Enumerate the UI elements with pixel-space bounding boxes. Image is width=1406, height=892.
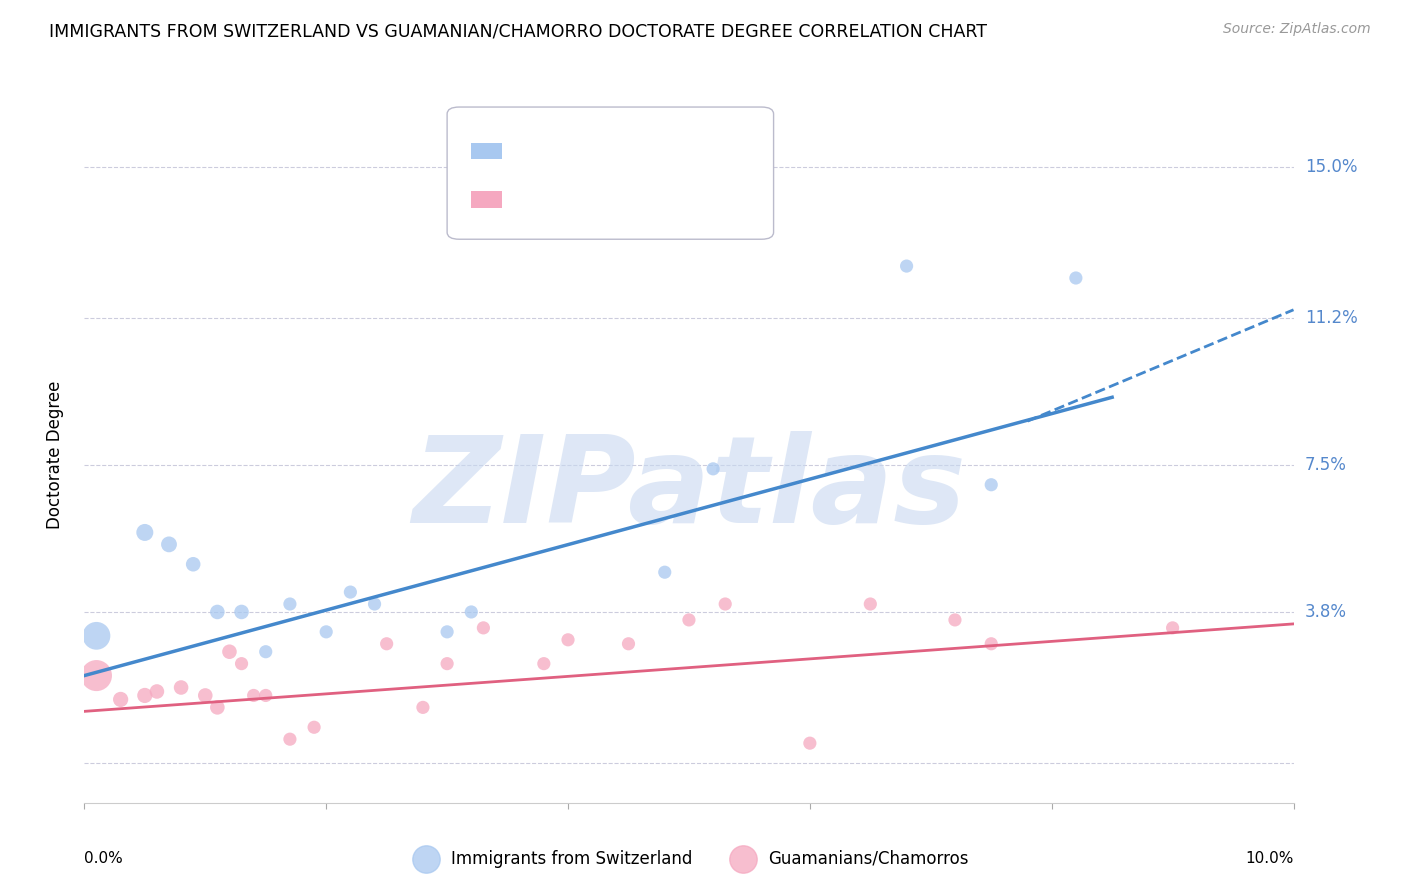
Point xyxy=(617,637,640,651)
Text: Source: ZipAtlas.com: Source: ZipAtlas.com xyxy=(1223,22,1371,37)
Point xyxy=(207,605,229,619)
Point xyxy=(799,736,821,750)
Text: 10.0%: 10.0% xyxy=(1246,850,1294,865)
Point xyxy=(980,637,1002,651)
Point xyxy=(533,657,555,671)
Point xyxy=(170,681,193,695)
Bar xyxy=(471,192,502,208)
Point xyxy=(146,684,169,698)
Point xyxy=(339,585,361,599)
Text: R = 0.363: R = 0.363 xyxy=(522,185,613,203)
Point xyxy=(436,624,458,639)
Point xyxy=(157,537,180,551)
Point xyxy=(278,597,301,611)
Text: 11.2%: 11.2% xyxy=(1305,309,1357,326)
Point xyxy=(375,637,398,651)
Point xyxy=(363,597,385,611)
Point xyxy=(86,629,108,643)
Point xyxy=(896,259,918,273)
Point xyxy=(654,565,676,579)
Point xyxy=(714,597,737,611)
Point xyxy=(242,689,264,703)
Point xyxy=(207,700,229,714)
FancyBboxPatch shape xyxy=(447,107,773,239)
Point xyxy=(472,621,495,635)
Point xyxy=(134,525,156,540)
Point xyxy=(231,657,253,671)
Point xyxy=(315,624,337,639)
Point xyxy=(557,632,579,647)
Point xyxy=(460,605,482,619)
Point xyxy=(980,477,1002,491)
Text: ZIPatlas: ZIPatlas xyxy=(412,431,966,549)
Legend: Immigrants from Switzerland, Guamanians/Chamorros: Immigrants from Switzerland, Guamanians/… xyxy=(404,843,974,874)
Point xyxy=(678,613,700,627)
Text: 7.5%: 7.5% xyxy=(1305,456,1347,474)
Text: N = 18: N = 18 xyxy=(658,136,721,154)
Point xyxy=(943,613,966,627)
Point xyxy=(231,605,253,619)
Text: IMMIGRANTS FROM SWITZERLAND VS GUAMANIAN/CHAMORRO DOCTORATE DEGREE CORRELATION C: IMMIGRANTS FROM SWITZERLAND VS GUAMANIAN… xyxy=(49,22,987,40)
Text: 0.0%: 0.0% xyxy=(84,850,124,865)
Point xyxy=(1161,621,1184,635)
Text: N = 27: N = 27 xyxy=(658,185,721,203)
Y-axis label: Doctorate Degree: Doctorate Degree xyxy=(45,381,63,529)
Point xyxy=(218,645,240,659)
Bar xyxy=(471,143,502,159)
Point xyxy=(110,692,132,706)
Point xyxy=(254,689,277,703)
Point xyxy=(1064,271,1087,285)
Point xyxy=(254,645,277,659)
Point xyxy=(859,597,882,611)
Text: 15.0%: 15.0% xyxy=(1305,158,1357,176)
Point xyxy=(302,720,325,734)
Text: 3.8%: 3.8% xyxy=(1305,603,1347,621)
Point xyxy=(181,558,204,572)
Point xyxy=(86,668,108,682)
Point xyxy=(702,462,724,476)
Text: R = 0.429: R = 0.429 xyxy=(522,136,613,154)
Point xyxy=(194,689,217,703)
Point xyxy=(436,657,458,671)
Point xyxy=(278,732,301,747)
Point xyxy=(412,700,434,714)
Point xyxy=(134,689,156,703)
